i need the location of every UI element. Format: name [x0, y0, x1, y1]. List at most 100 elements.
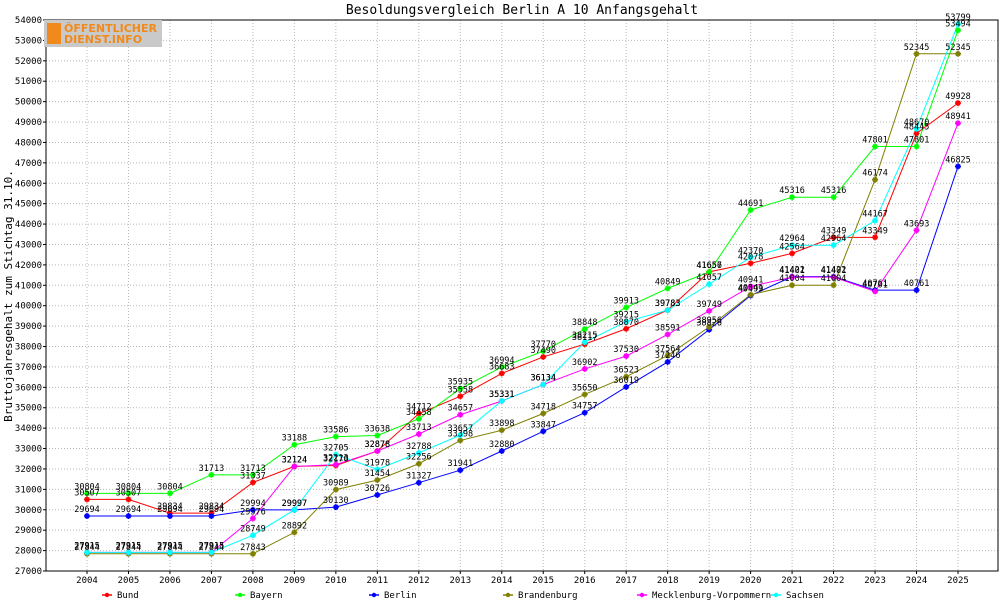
data-label: 29997	[282, 499, 308, 509]
data-label: 47801	[904, 136, 930, 146]
y-tick-label: 49000	[15, 118, 42, 128]
y-tick-label: 36000	[15, 383, 42, 393]
data-label: 32880	[489, 440, 515, 450]
data-label: 48941	[945, 112, 971, 122]
x-tick-label: 2017	[615, 576, 637, 586]
y-tick-label: 39000	[15, 322, 42, 332]
x-tick-label: 2016	[574, 576, 596, 586]
y-tick-label: 37000	[15, 363, 42, 373]
x-tick-label: 2012	[408, 576, 430, 586]
data-label: 33713	[406, 423, 432, 433]
data-label: 30804	[157, 482, 183, 492]
data-label: 29694	[157, 505, 183, 515]
y-tick-label: 27000	[15, 567, 42, 577]
data-label: 40941	[738, 276, 764, 286]
data-label: 30989	[323, 479, 349, 489]
y-tick-label: 47000	[15, 159, 42, 169]
data-label: 40761	[904, 279, 930, 289]
data-label: 30726	[365, 484, 391, 494]
legend-marker	[238, 593, 242, 597]
y-tick-label: 54000	[15, 16, 42, 26]
data-label: 44691	[738, 199, 764, 209]
logo-text-line2: DIENST.INFO	[64, 34, 142, 45]
data-label: 40849	[655, 277, 681, 287]
y-tick-label: 34000	[15, 424, 42, 434]
legend-label: Sachsen	[786, 591, 824, 600]
y-tick-label: 29000	[15, 526, 42, 536]
x-tick-label: 2011	[366, 576, 388, 586]
legend-marker	[105, 593, 109, 597]
site-logo: ÖFFENTLICHER DIENST.INFO	[44, 20, 162, 47]
legend-label: Bund	[117, 591, 139, 600]
data-label: 30130	[323, 496, 349, 506]
x-tick-label: 2004	[76, 576, 98, 586]
y-tick-label: 53000	[15, 36, 42, 46]
data-label: 43693	[904, 219, 930, 229]
data-label: 35331	[489, 390, 515, 400]
data-label: 31713	[240, 464, 266, 474]
x-tick-label: 2018	[657, 576, 679, 586]
data-label: 28892	[282, 521, 308, 531]
legend-marker	[372, 593, 376, 597]
data-label: 27915	[199, 541, 225, 551]
x-tick-label: 2010	[325, 576, 347, 586]
y-tick-label: 38000	[15, 343, 42, 353]
y-tick-label: 33000	[15, 445, 42, 455]
x-tick-label: 2014	[491, 576, 513, 586]
data-label: 53799	[945, 13, 971, 23]
data-label: 40701	[862, 280, 888, 290]
y-tick-label: 45000	[15, 200, 42, 210]
data-label: 43349	[862, 226, 888, 236]
x-tick-label: 2005	[118, 576, 140, 586]
logo-mark	[47, 23, 61, 44]
y-tick-label: 41000	[15, 281, 42, 291]
data-label: 36523	[613, 366, 639, 376]
y-tick-label: 51000	[15, 77, 42, 87]
data-label: 34757	[572, 402, 598, 412]
data-label: 27915	[74, 541, 100, 551]
y-tick-label: 50000	[15, 98, 42, 108]
data-label: 46825	[945, 155, 971, 165]
chart-title: Besoldungsvergleich Berlin A 10 Anfangsg…	[346, 3, 698, 18]
data-label: 33638	[365, 425, 391, 435]
data-label: 32213	[323, 454, 349, 464]
x-tick-label: 2025	[947, 576, 969, 586]
data-label: 32788	[406, 442, 432, 452]
data-label: 45316	[779, 186, 805, 196]
y-tick-label: 32000	[15, 465, 42, 475]
data-label: 39749	[696, 300, 722, 310]
data-label: 31941	[447, 459, 473, 469]
x-tick-label: 2023	[864, 576, 886, 586]
data-label: 31327	[406, 472, 432, 482]
legend-label: Bayern	[250, 591, 283, 600]
x-tick-label: 2006	[159, 576, 181, 586]
y-axis-label: Bruttojahresgehalt zum Stichtag 31.10.	[2, 170, 15, 422]
data-label: 30804	[74, 482, 100, 492]
x-tick-label: 2008	[242, 576, 264, 586]
x-tick-label: 2015	[532, 576, 554, 586]
data-label: 47801	[862, 136, 888, 146]
x-tick-label: 2020	[740, 576, 762, 586]
legend-label: Berlin	[384, 591, 417, 600]
x-tick-label: 2009	[284, 576, 306, 586]
y-tick-label: 48000	[15, 138, 42, 148]
data-label: 49928	[945, 92, 971, 102]
data-label: 41656	[696, 261, 722, 271]
legend-label: Brandenburg	[518, 591, 578, 600]
data-label: 33657	[447, 424, 473, 434]
data-label: 37770	[530, 340, 556, 350]
data-label: 35650	[572, 383, 598, 393]
data-label: 31713	[199, 464, 225, 474]
x-tick-label: 2013	[449, 576, 471, 586]
data-label: 42964	[779, 234, 805, 244]
x-tick-label: 2021	[781, 576, 803, 586]
data-label: 29694	[199, 505, 225, 515]
data-label: 48670	[904, 118, 930, 128]
legend-label: Mecklenburg-Vorpommern	[652, 591, 771, 600]
x-tick-label: 2019	[698, 576, 720, 586]
data-label: 52345	[904, 43, 930, 53]
data-label: 29694	[74, 505, 100, 515]
legend-marker	[640, 593, 644, 597]
data-label: 39783	[655, 299, 681, 309]
data-label: 31978	[365, 458, 391, 468]
